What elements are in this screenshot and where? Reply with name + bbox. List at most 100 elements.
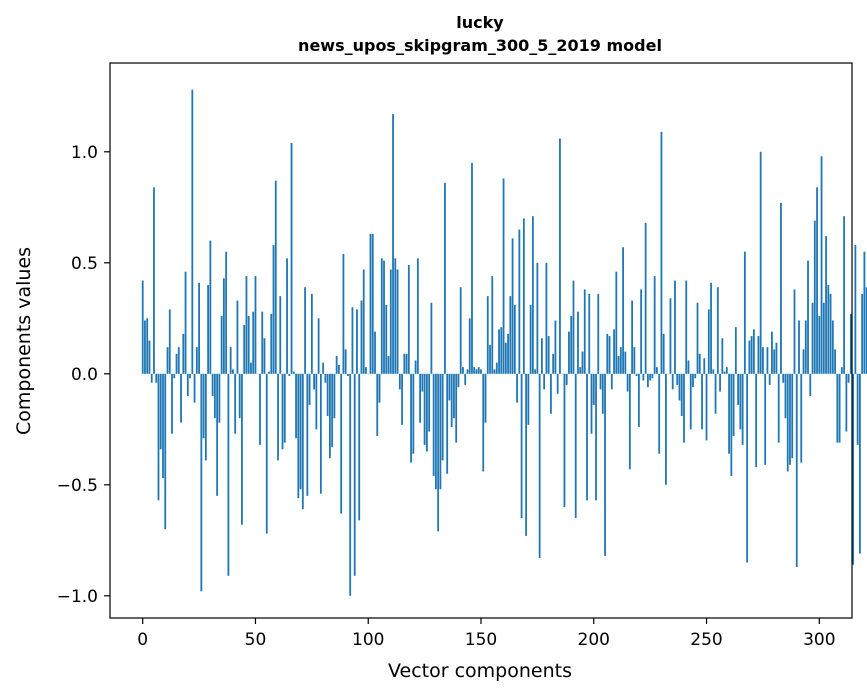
bar-141: [459, 287, 462, 374]
bar-194: [579, 367, 582, 374]
bar-54: [263, 338, 266, 374]
bar-63: [283, 373, 286, 443]
bar-228: [656, 367, 658, 374]
bar-189: [568, 331, 570, 374]
bar-78: [317, 318, 320, 374]
bar-213: [622, 247, 624, 374]
bar-93: [351, 307, 354, 374]
bar-20: [186, 373, 189, 396]
bar-306: [831, 320, 834, 374]
bar-0: [141, 280, 144, 374]
bar-46: [245, 276, 248, 374]
bar-143: [464, 373, 467, 385]
bar-118: [407, 265, 410, 374]
bar-173: [531, 216, 534, 374]
bar-40: [232, 369, 234, 374]
bar-35: [220, 316, 223, 374]
bar-161: [504, 342, 507, 374]
bar-211: [617, 356, 620, 374]
bar-255: [716, 287, 719, 374]
bar-276: [764, 373, 767, 465]
bar-7: [157, 373, 160, 501]
bar-77: [315, 373, 318, 430]
bar-12: [168, 309, 171, 374]
bar-58: [272, 245, 275, 374]
bar-320: [863, 251, 866, 374]
bar-182: [552, 353, 555, 374]
bar-17: [180, 373, 182, 423]
bar-229: [658, 373, 661, 454]
bar-98: [362, 269, 365, 374]
bar-198: [588, 293, 591, 374]
bar-84: [331, 373, 334, 448]
bar-314: [849, 313, 852, 374]
bar-3: [148, 340, 151, 374]
bar-170: [525, 373, 528, 536]
bar-26: [200, 373, 203, 592]
bar-27: [202, 373, 205, 439]
bar-102: [371, 233, 374, 374]
bar-33: [216, 373, 219, 496]
bar-163: [509, 296, 512, 374]
bar-72: [304, 287, 306, 374]
bar-193: [577, 311, 579, 374]
bar-285: [784, 373, 787, 419]
bar-243: [689, 373, 692, 430]
bar-254: [714, 373, 717, 414]
bar-240: [683, 373, 685, 443]
bar-45: [243, 324, 246, 374]
bar-153: [486, 296, 489, 374]
bar-206: [606, 333, 609, 374]
bar-187: [563, 373, 566, 507]
bar-23: [193, 373, 196, 403]
bar-303: [825, 236, 827, 374]
bar-286: [786, 373, 789, 472]
bar-267: [743, 251, 746, 374]
bar-164: [511, 238, 514, 374]
bar-174: [534, 369, 537, 374]
bar-296: [809, 373, 812, 396]
y-tick-label: 0.5: [71, 254, 98, 274]
bar-242: [687, 360, 690, 374]
bar-147: [473, 367, 476, 374]
bar-216: [628, 373, 631, 470]
bar-273: [757, 336, 760, 374]
bar-231: [662, 333, 665, 374]
bar-19: [184, 271, 187, 374]
bar-155: [491, 276, 494, 374]
bar-201: [595, 373, 597, 501]
bar-180: [547, 336, 550, 374]
bar-217: [631, 300, 634, 374]
bar-24: [195, 347, 198, 374]
bar-48: [250, 362, 252, 374]
bar-175: [536, 262, 539, 374]
bar-200: [592, 373, 595, 405]
bar-288: [791, 373, 794, 459]
bar-209: [613, 329, 615, 374]
bar-42: [236, 300, 239, 374]
bar-88: [340, 373, 343, 514]
bar-191: [572, 280, 575, 374]
bar-99: [365, 367, 367, 374]
bar-135: [446, 373, 449, 474]
bar-227: [653, 276, 656, 374]
bar-179: [545, 262, 548, 374]
bar-298: [813, 220, 816, 374]
bar-205: [604, 373, 606, 556]
x-tick-label: 300: [803, 630, 835, 650]
x-tick-label: 250: [690, 630, 722, 650]
bar-311: [843, 216, 846, 374]
bar-15: [175, 353, 178, 374]
bar-309: [838, 373, 841, 443]
bar-10: [164, 373, 167, 530]
bar-251: [707, 309, 710, 374]
bar-238: [678, 373, 681, 401]
bar-262: [732, 373, 735, 436]
bar-140: [457, 373, 460, 388]
bar-85: [333, 373, 336, 419]
bar-316: [854, 245, 857, 374]
bar-132: [439, 373, 442, 490]
bar-8: [159, 373, 162, 450]
bar-292: [800, 373, 803, 463]
bar-275: [762, 347, 764, 374]
